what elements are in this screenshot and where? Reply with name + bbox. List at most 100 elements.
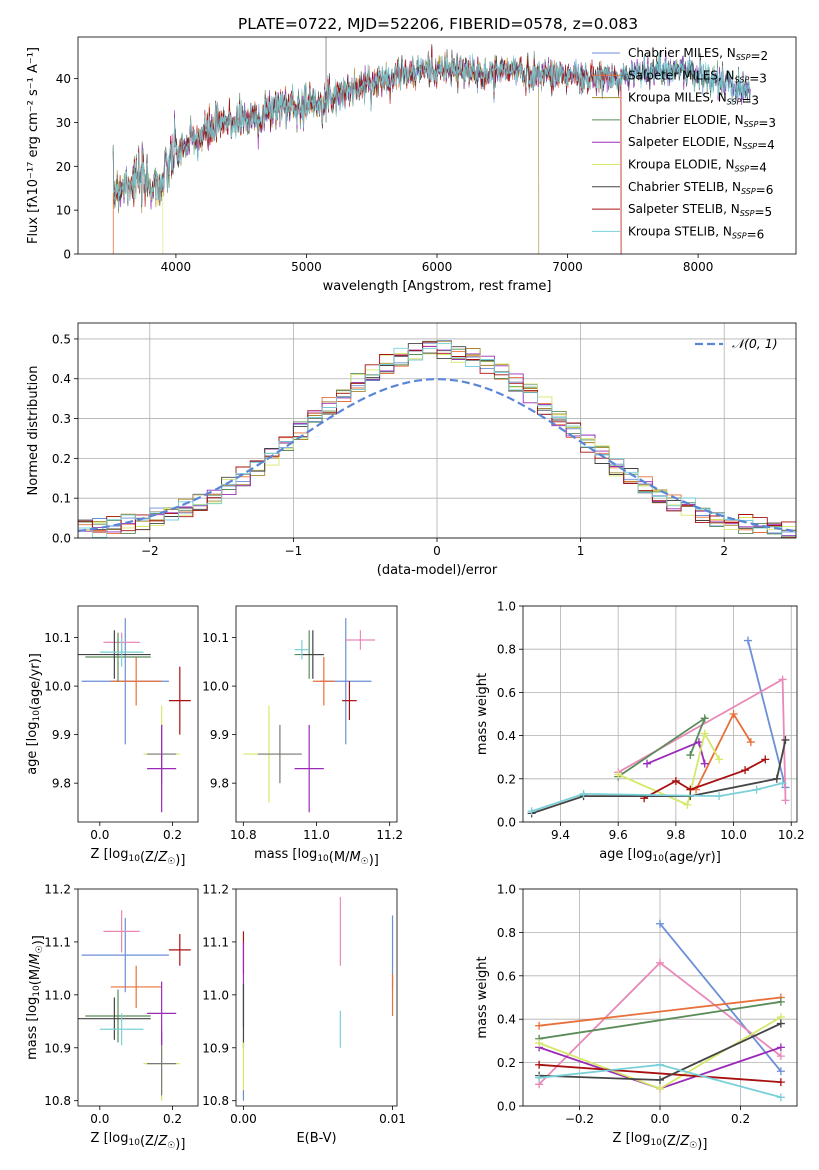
- legend-entry: 𝒩(0, 1): [732, 336, 778, 351]
- weight-series-line: [617, 730, 720, 806]
- legend-entry: Kroupa MILES, NSSP=3: [628, 91, 759, 108]
- y-tick-label: 0.5: [52, 332, 71, 346]
- weight-marker: [776, 1067, 785, 1076]
- error-bar-point: [99, 1013, 144, 1046]
- x-tick-label: 0.0: [650, 1112, 669, 1126]
- y-axis-label: Normed distribution: [26, 366, 41, 496]
- weight-marker: [776, 1078, 785, 1087]
- error-bar-point: [110, 965, 162, 1009]
- y-tick-label: 11.0: [202, 988, 229, 1002]
- weight-marker: [535, 1073, 544, 1082]
- y-tick-label: 9.8: [210, 777, 229, 791]
- axes-frame: [522, 888, 798, 1107]
- weight-marker: [656, 958, 664, 967]
- weight-marker: [683, 800, 692, 809]
- legend-entry: Kroupa STELIB, NSSP=6: [628, 224, 764, 241]
- weight-marker: [700, 714, 709, 723]
- weight-marker: [778, 779, 787, 788]
- weight-marker: [741, 766, 750, 775]
- y-tick-label: 0.6: [497, 969, 516, 983]
- weight-marker: [643, 759, 652, 768]
- weight-marker: [700, 759, 709, 768]
- weight-marker: [761, 755, 770, 764]
- weight-series-line: [659, 923, 782, 1072]
- error-bar-point: [85, 989, 151, 1043]
- error-bar-point: [78, 997, 151, 1040]
- x-tick-label: 0.2: [163, 828, 182, 842]
- weight-marker: [776, 997, 785, 1006]
- plot-area: [535, 919, 785, 1102]
- error-bar-point: [78, 630, 151, 679]
- weight-marker: [671, 776, 680, 785]
- x-tick-label: 2: [720, 544, 728, 558]
- x-tick-label: 6000: [422, 260, 453, 274]
- x-tick-label: 9.8: [666, 828, 685, 842]
- x-axis-label: Z [log10(Z/Z☉)]: [91, 1131, 186, 1152]
- weight-marker: [781, 796, 790, 805]
- x-tick-label: 9.6: [609, 828, 628, 842]
- x-axis-label: E(B-V): [296, 1131, 336, 1146]
- y-tick-label: 0: [63, 248, 71, 262]
- y-tick-label: 0.6: [497, 686, 516, 700]
- weight-marker: [700, 729, 709, 738]
- x-tick-label: 1: [577, 544, 585, 558]
- weight-marker: [579, 789, 588, 798]
- error-bar-point: [81, 918, 169, 993]
- y-tick-label: 11.1: [44, 935, 71, 949]
- spectrum-series-line: [112, 51, 751, 210]
- weight-marker: [656, 1084, 664, 1093]
- y-axis-label: mass weight: [475, 673, 490, 755]
- y-tick-label: 10: [56, 204, 71, 218]
- legend-entry: Chabrier ELODIE, NSSP=3: [628, 113, 776, 130]
- legend-entry: Kroupa ELODIE, NSSP=4: [628, 158, 767, 175]
- error-bar-point: [147, 724, 177, 813]
- spectrum-lines: [112, 37, 751, 254]
- y-axis-label: age [log10(age/yr)]: [25, 653, 43, 775]
- y-axis-label: Flux [fλ10⁻¹⁷ erg cm⁻² s⁻¹ A⁻¹]: [26, 47, 41, 244]
- weight-marker: [614, 770, 623, 779]
- panel-age-vs-mass: 10.8 11.0 11.2 9.8 9.9 10.0 10.1 mass [log10(M/…: [202, 605, 403, 868]
- x-tick-label: 11.0: [303, 828, 330, 842]
- plot-area: [527, 636, 790, 818]
- figure-title: PLATE=0722, MJD=52206, FIBERID=0578, z=0…: [238, 15, 638, 33]
- axes-frame: [77, 322, 797, 539]
- weight-marker: [776, 1043, 785, 1052]
- error-bar-point: [147, 981, 177, 1046]
- plot-area: [112, 37, 751, 254]
- panel-age-vs-Z: 0.0 0.2 9.8 9.9 10.0 10.1 Z [log10(Z/Z☉)] age […: [25, 605, 199, 868]
- y-tick-label: 10.1: [44, 631, 71, 645]
- y-tick-label: 11.1: [202, 935, 229, 949]
- y-tick-label: 10.9: [202, 1041, 229, 1055]
- weight-marker: [781, 735, 790, 744]
- y-tick-label: 11.2: [202, 883, 229, 897]
- error-bar-point: [312, 656, 335, 706]
- error-bar-point: [257, 724, 302, 784]
- y-tick-label: 9.9: [52, 728, 71, 742]
- error-bar-point: [342, 681, 357, 721]
- weight-series-line: [538, 996, 782, 1027]
- weight-marker: [752, 785, 761, 794]
- y-tick-label: 0.2: [52, 452, 71, 466]
- y-tick-label: 0.3: [52, 412, 71, 426]
- error-bar-point: [85, 632, 151, 682]
- weight-marker: [772, 774, 781, 783]
- error-bar-point: [168, 933, 191, 966]
- x-tick-label: 9.4: [551, 828, 570, 842]
- weight-series-line: [539, 1063, 781, 1083]
- weight-marker: [694, 738, 703, 747]
- y-tick-label: 11.0: [44, 988, 71, 1002]
- y-tick-label: 0.4: [497, 1013, 516, 1027]
- y-tick-label: 10.8: [202, 1094, 229, 1108]
- y-axis-label: mass weight: [475, 956, 490, 1038]
- y-tick-label: 9.9: [210, 728, 229, 742]
- y-tick-label: 0.8: [497, 643, 516, 657]
- y-tick-label: 30: [56, 116, 71, 130]
- axes-frame: [77, 888, 199, 1107]
- weight-marker: [527, 807, 536, 816]
- weight-series-line: [538, 1000, 782, 1040]
- x-tick-label: 0.01: [379, 1112, 406, 1126]
- spectrum-legend: Chabrier MILES, NSSP=2 Salpeter MILES, NS…: [592, 46, 776, 241]
- x-tick-label: 7000: [552, 260, 583, 274]
- axes-frame: [77, 605, 199, 823]
- x-tick-label: 10.2: [778, 828, 805, 842]
